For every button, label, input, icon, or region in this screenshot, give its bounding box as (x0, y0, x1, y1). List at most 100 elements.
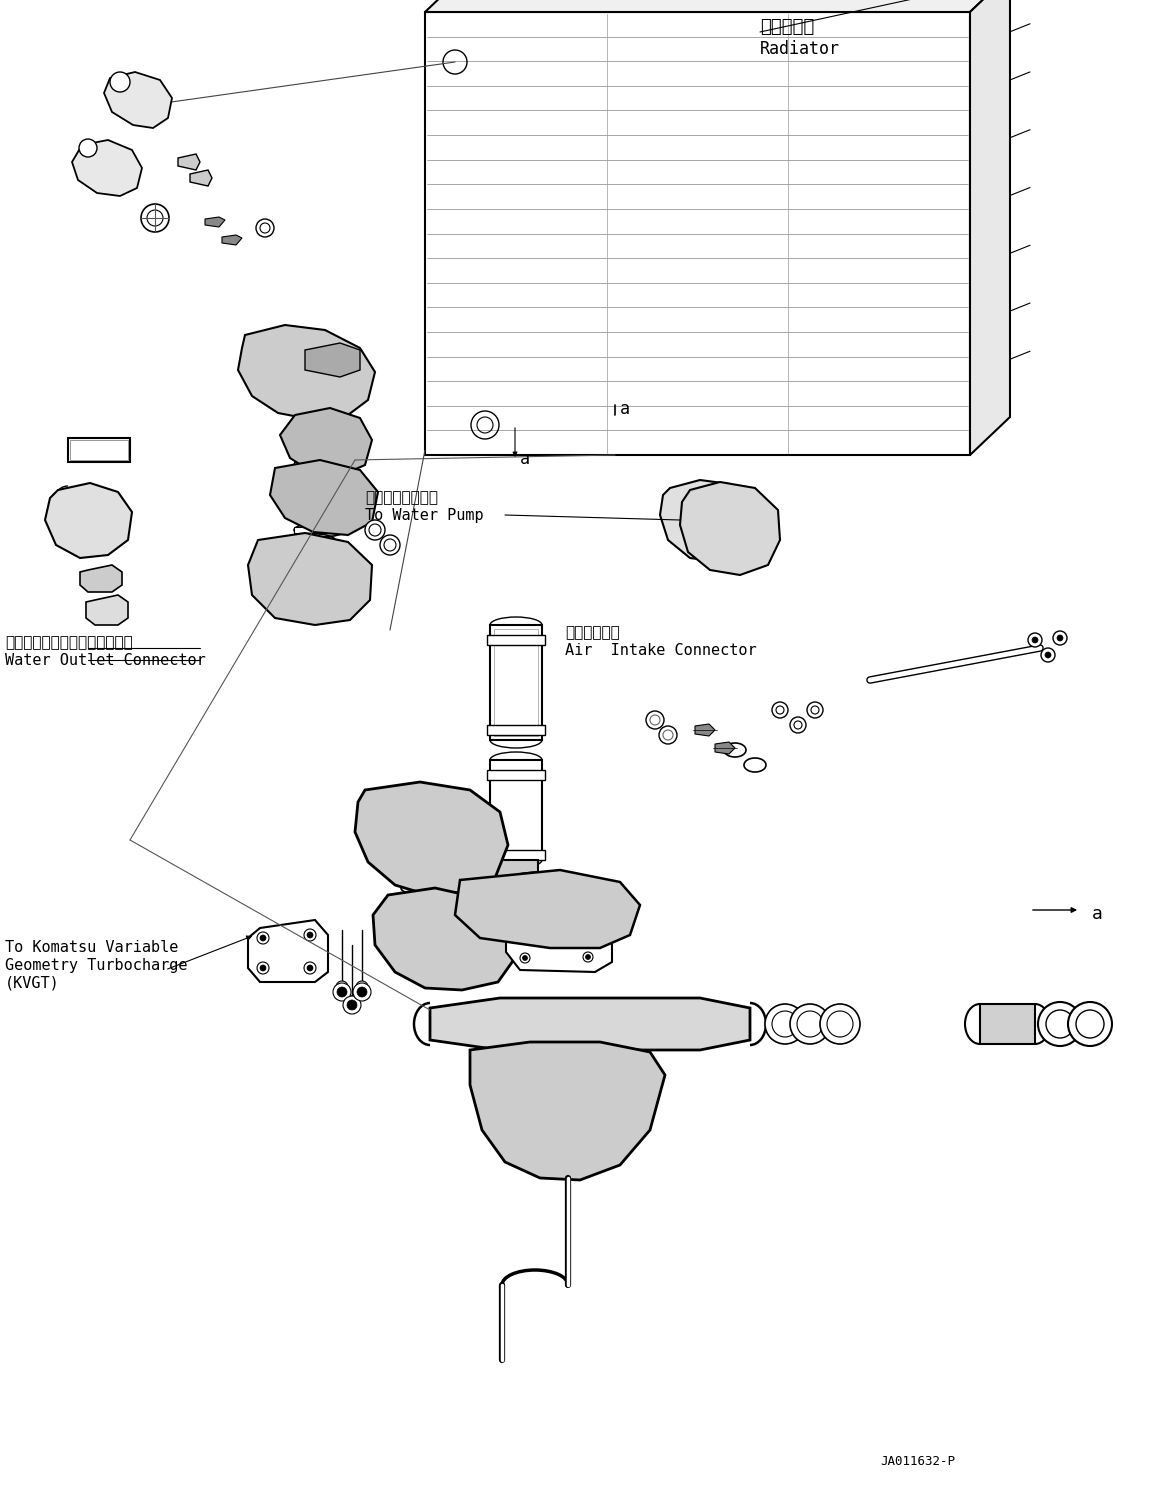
Circle shape (261, 965, 266, 971)
Circle shape (304, 962, 316, 974)
Bar (487, 636, 545, 644)
Text: Geometry Turbocharge: Geometry Turbocharge (5, 958, 187, 973)
Polygon shape (45, 483, 131, 558)
Polygon shape (80, 564, 122, 593)
Circle shape (583, 952, 593, 962)
Circle shape (583, 910, 593, 921)
Text: a: a (520, 450, 530, 468)
Circle shape (256, 218, 274, 238)
Circle shape (522, 955, 528, 961)
Circle shape (307, 933, 313, 939)
Polygon shape (424, 0, 1009, 12)
Text: Air  Intake Connector: Air Intake Connector (565, 643, 757, 658)
Circle shape (384, 539, 395, 551)
Text: 吸気コネクタ: 吸気コネクタ (565, 625, 620, 640)
Circle shape (1041, 647, 1055, 662)
Polygon shape (373, 888, 515, 990)
Circle shape (585, 955, 591, 959)
Polygon shape (970, 0, 1009, 454)
Polygon shape (424, 12, 970, 454)
Circle shape (356, 982, 368, 993)
Circle shape (1057, 636, 1063, 642)
Circle shape (1053, 631, 1066, 644)
Bar (490, 625, 542, 740)
Circle shape (1046, 652, 1051, 658)
Text: To Water Pump: To Water Pump (365, 508, 484, 523)
Polygon shape (659, 480, 755, 561)
Polygon shape (205, 217, 224, 227)
Polygon shape (695, 725, 715, 737)
Circle shape (380, 535, 400, 555)
Circle shape (261, 936, 266, 941)
Bar (494, 630, 538, 737)
Polygon shape (248, 921, 328, 982)
Text: ラジエータ: ラジエータ (759, 18, 814, 36)
Circle shape (690, 502, 730, 542)
Circle shape (790, 1004, 830, 1044)
Bar (433, 19, 962, 447)
Circle shape (585, 912, 591, 918)
Circle shape (257, 933, 269, 944)
Text: Water Outlet Connector: Water Outlet Connector (5, 653, 206, 668)
Polygon shape (270, 460, 378, 535)
Circle shape (147, 209, 163, 226)
Polygon shape (715, 742, 735, 754)
Bar (294, 527, 347, 533)
Text: To Komatsu Variable: To Komatsu Variable (5, 940, 178, 955)
Circle shape (1032, 637, 1039, 643)
Circle shape (347, 996, 358, 1008)
Circle shape (307, 965, 313, 971)
Circle shape (357, 988, 368, 996)
Bar (70, 440, 128, 460)
Text: a: a (620, 399, 630, 417)
Polygon shape (355, 783, 508, 895)
Text: JA011632-P: JA011632-P (880, 1455, 955, 1469)
Circle shape (522, 918, 528, 922)
Text: a: a (1092, 904, 1103, 924)
Polygon shape (470, 1042, 665, 1181)
Bar (980, 1004, 1035, 1044)
Circle shape (1039, 1002, 1082, 1045)
Circle shape (1028, 633, 1042, 647)
Circle shape (645, 711, 664, 729)
Bar (494, 860, 538, 947)
Circle shape (110, 71, 130, 92)
Bar (67, 438, 130, 462)
Bar (490, 760, 542, 860)
Polygon shape (280, 408, 372, 475)
Bar (487, 771, 545, 780)
Circle shape (807, 702, 823, 719)
Circle shape (337, 988, 347, 996)
Circle shape (765, 1004, 805, 1044)
Circle shape (304, 930, 316, 941)
Circle shape (369, 524, 381, 536)
Text: ウォータポンプへ: ウォータポンプへ (365, 490, 438, 505)
Text: ウォータアウトレットコネクタ: ウォータアウトレットコネクタ (5, 636, 133, 650)
Circle shape (772, 702, 789, 719)
Polygon shape (680, 483, 780, 575)
Circle shape (343, 996, 361, 1014)
Polygon shape (222, 235, 242, 245)
Polygon shape (178, 154, 200, 169)
Polygon shape (104, 71, 172, 128)
Polygon shape (430, 998, 750, 1050)
Circle shape (347, 999, 357, 1010)
Text: (KVGT): (KVGT) (5, 976, 59, 990)
Polygon shape (248, 533, 372, 625)
Circle shape (520, 915, 530, 925)
Polygon shape (190, 169, 212, 186)
Polygon shape (86, 595, 128, 625)
Circle shape (1068, 1002, 1112, 1045)
Polygon shape (238, 325, 374, 420)
Circle shape (354, 983, 371, 1001)
Bar (294, 462, 347, 468)
Polygon shape (455, 870, 640, 947)
Text: Radiator: Radiator (759, 40, 840, 58)
Polygon shape (72, 140, 142, 196)
Circle shape (141, 203, 169, 232)
Circle shape (79, 140, 97, 157)
Bar (487, 849, 545, 860)
Circle shape (520, 953, 530, 962)
Circle shape (820, 1004, 859, 1044)
Circle shape (336, 982, 348, 993)
